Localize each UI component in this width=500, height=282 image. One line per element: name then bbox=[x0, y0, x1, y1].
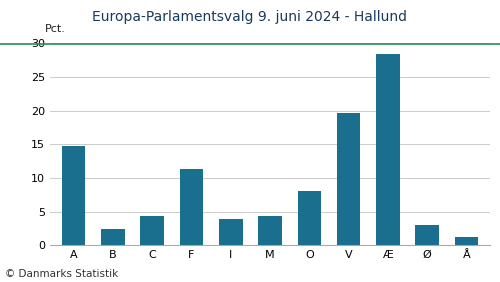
Bar bbox=[62, 146, 86, 245]
Text: Europa-Parlamentsvalg 9. juni 2024 - Hallund: Europa-Parlamentsvalg 9. juni 2024 - Hal… bbox=[92, 10, 407, 24]
Bar bbox=[258, 216, 282, 245]
Bar bbox=[454, 237, 478, 245]
Bar bbox=[219, 219, 242, 245]
Bar bbox=[376, 54, 400, 245]
Bar bbox=[337, 113, 360, 245]
Bar bbox=[180, 169, 203, 245]
Bar bbox=[140, 216, 164, 245]
Bar bbox=[416, 225, 439, 245]
Bar bbox=[298, 191, 321, 245]
Text: © Danmarks Statistik: © Danmarks Statistik bbox=[5, 269, 118, 279]
Text: Pct.: Pct. bbox=[45, 24, 66, 34]
Bar bbox=[101, 228, 124, 245]
